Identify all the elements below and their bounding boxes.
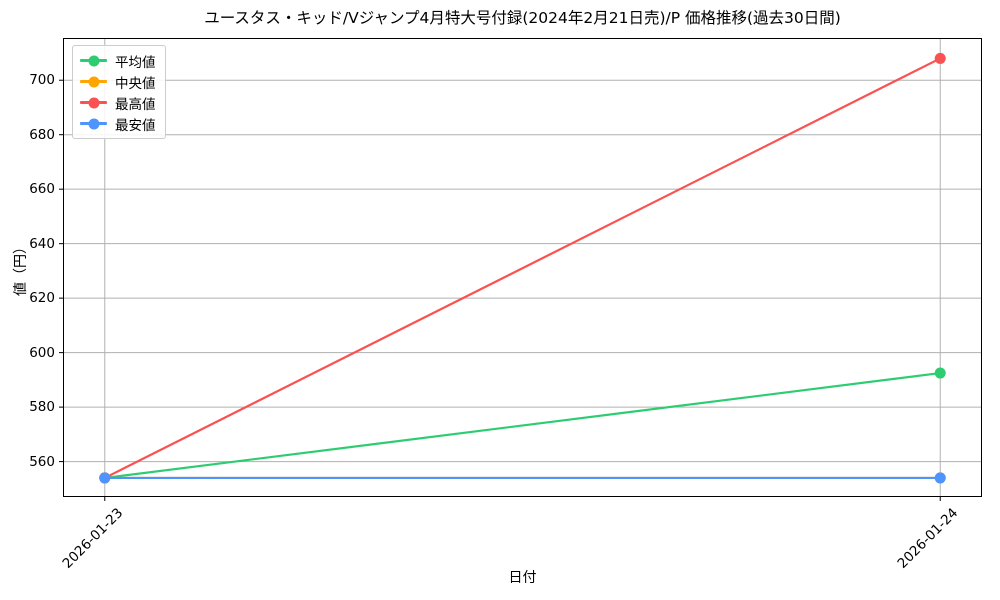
legend-marker-dot-median	[88, 76, 99, 87]
legend-item-average: 平均値	[80, 50, 156, 71]
legend-label-average: 平均値	[115, 54, 156, 71]
legend-marker-highest	[80, 97, 107, 108]
x-axis-title: 日付	[508, 570, 537, 586]
y-tick-label: 660	[29, 181, 55, 198]
series-line-highest	[103, 57, 942, 480]
y-tick-label: 620	[29, 290, 55, 307]
series-marker-lowest	[99, 472, 111, 484]
chart-title: ユースタス・キッド/Vジャンプ4月特大号付録(2024年2月21日売)/P 価格…	[204, 9, 841, 27]
y-tick-label: 560	[29, 453, 55, 470]
series-marker-highest	[934, 52, 946, 64]
plot-border	[63, 38, 982, 497]
y-tick-label: 680	[29, 126, 55, 143]
legend-label-highest: 最高値	[115, 96, 156, 113]
legend-label-lowest: 最安値	[115, 117, 156, 134]
legend-marker-dot-highest	[88, 97, 99, 108]
legend-marker-lowest	[80, 118, 107, 129]
series-marker-lowest	[934, 472, 946, 484]
series-line-average	[103, 371, 942, 480]
legend-marker-median	[80, 76, 107, 87]
series-marker-average	[934, 367, 946, 379]
y-tick-label: 600	[29, 344, 55, 361]
chart-canvas	[59, 38, 982, 501]
legend: 平均値中央値最高値最安値	[72, 45, 166, 139]
legend-marker-dot-average	[88, 55, 99, 66]
legend-marker-average	[80, 55, 107, 66]
legend-item-highest: 最高値	[80, 92, 156, 113]
y-tick-label: 640	[29, 235, 55, 252]
y-tick-label: 580	[29, 399, 55, 416]
legend-marker-dot-lowest	[88, 118, 99, 129]
y-tick-label: 700	[29, 72, 55, 89]
legend-label-median: 中央値	[115, 75, 156, 92]
legend-item-lowest: 最安値	[80, 113, 156, 134]
plot-area: 平均値中央値最高値最安値	[59, 38, 982, 501]
legend-item-median: 中央値	[80, 71, 156, 92]
